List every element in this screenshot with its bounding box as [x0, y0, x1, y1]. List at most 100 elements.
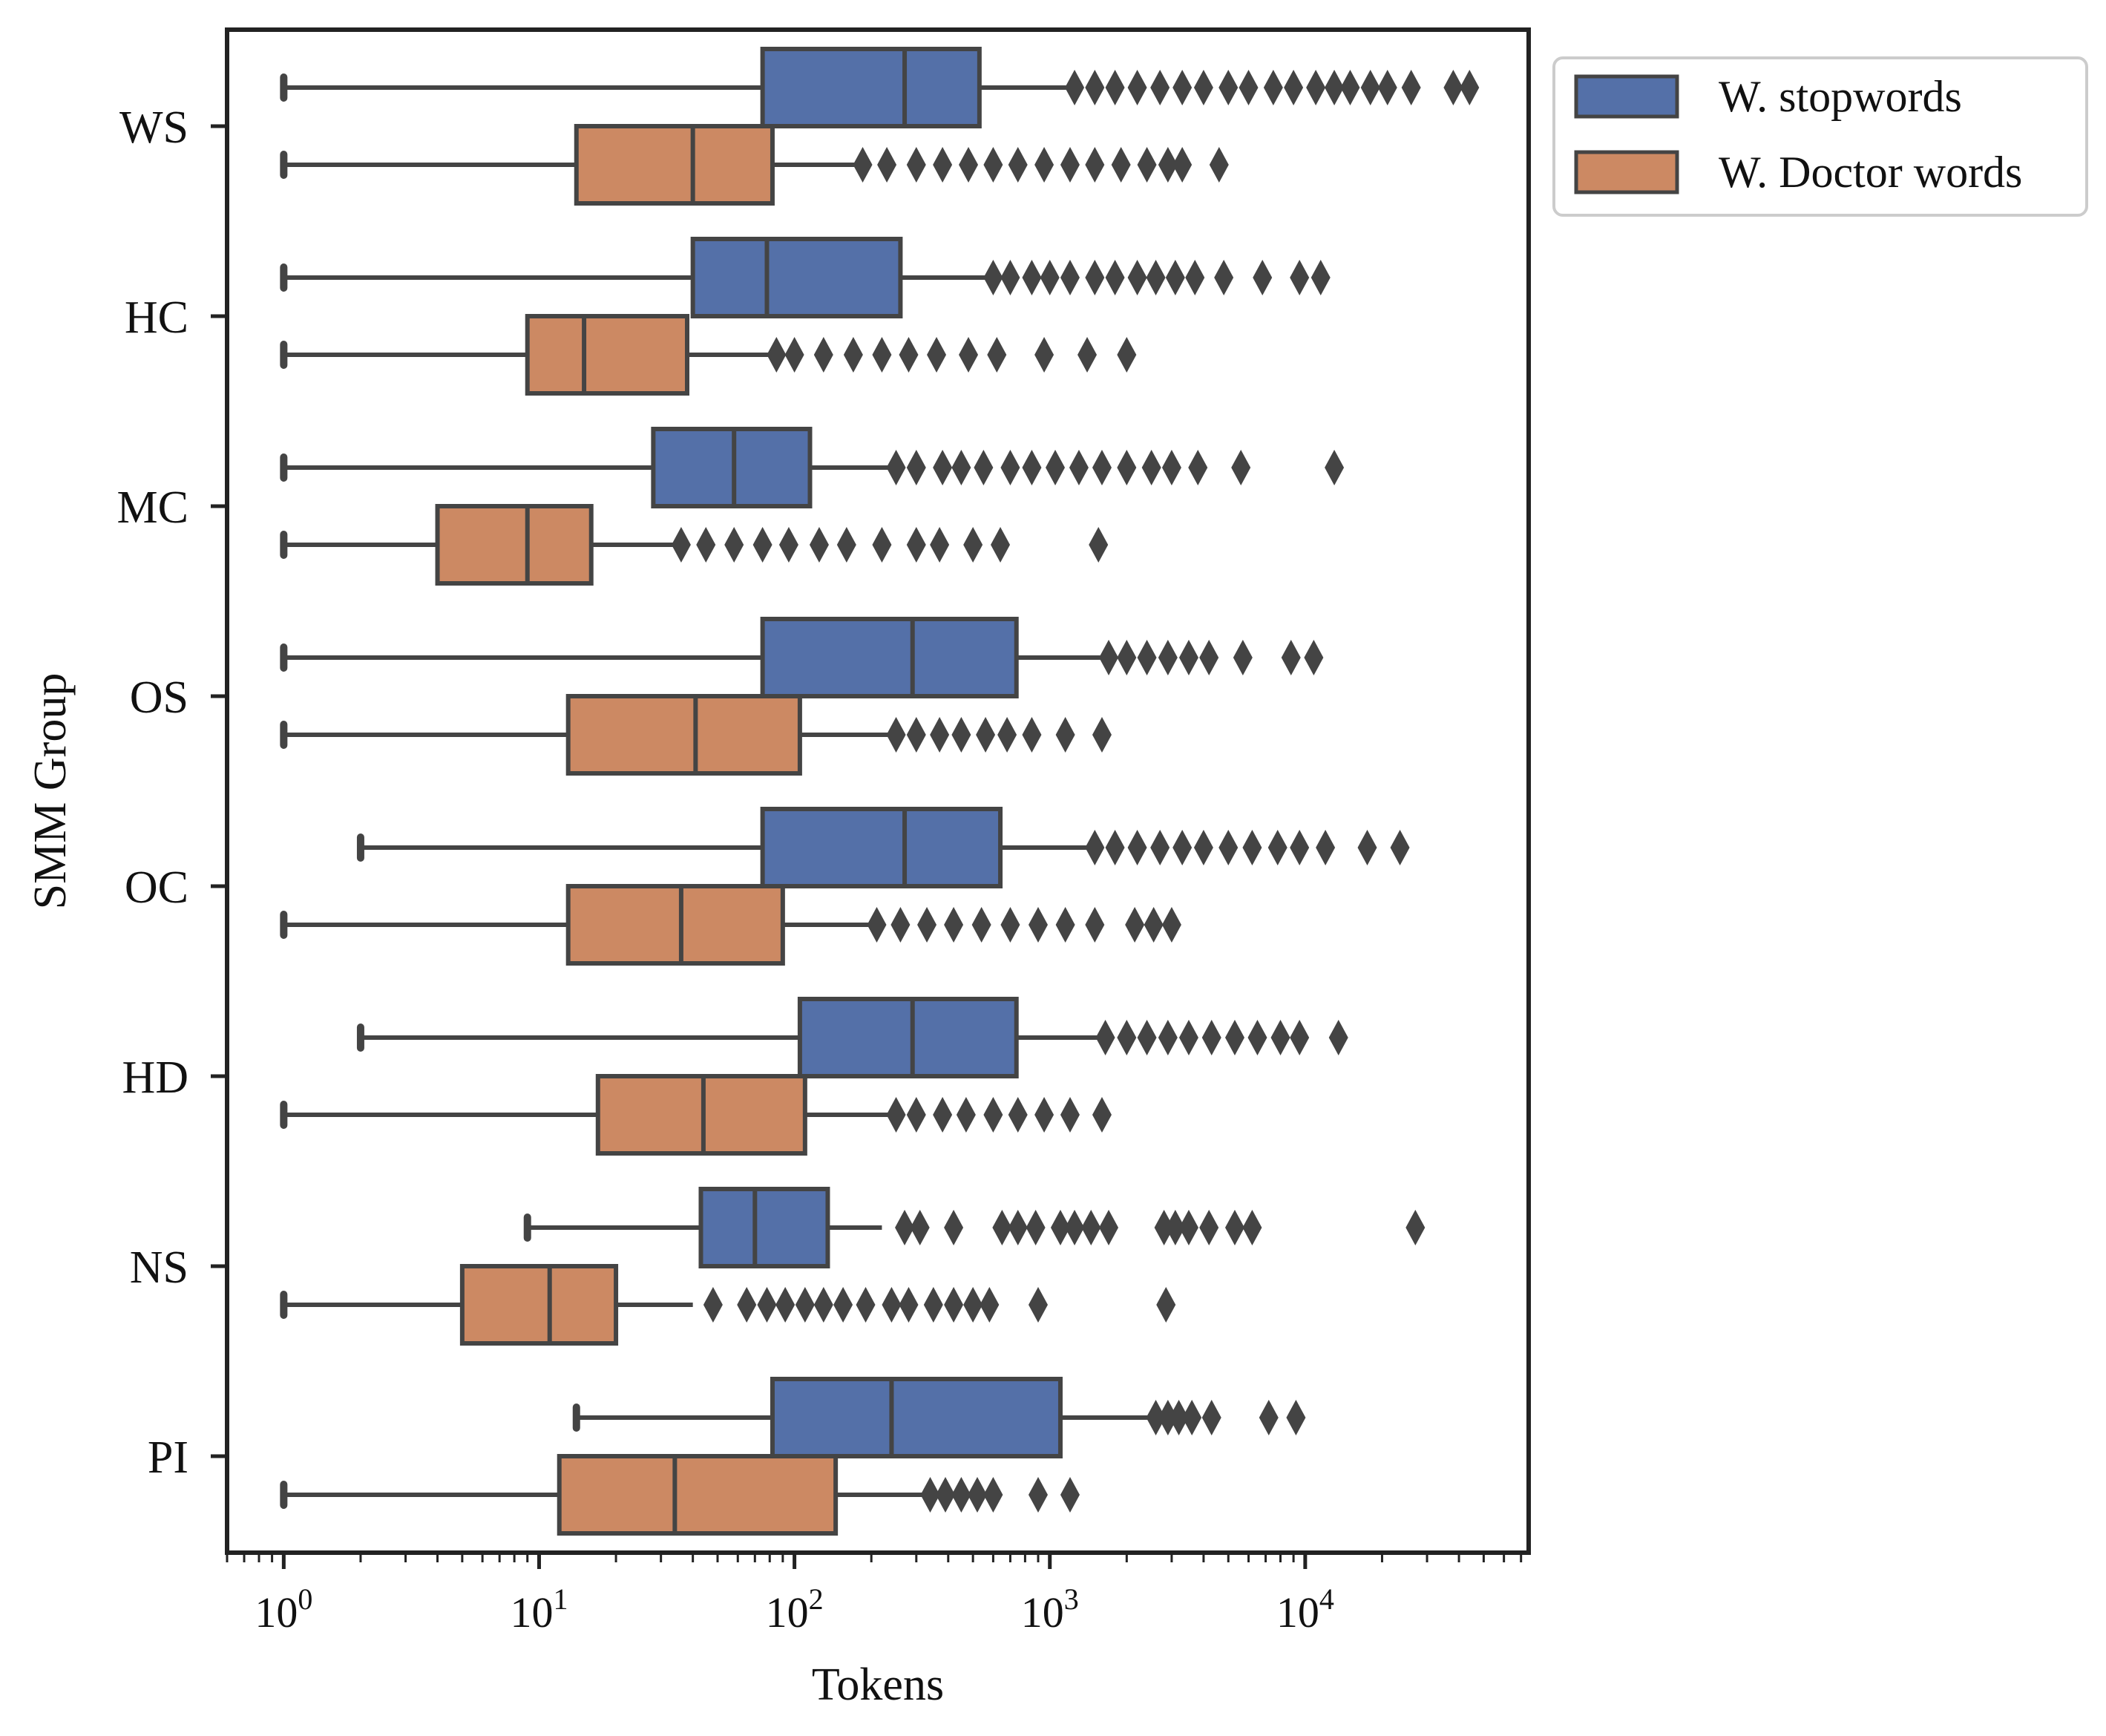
legend-swatch [1574, 74, 1679, 119]
ns-stopwords-outlier-marker [1099, 1210, 1119, 1245]
legend-swatch [1574, 150, 1679, 194]
mc-doctor-words-outlier-marker [671, 527, 691, 563]
hc-doctor-words-outlier-marker [1034, 337, 1054, 373]
ws-doctor-words-outlier-marker [1158, 147, 1178, 183]
hd-doctor-words-outlier-marker [933, 1097, 953, 1133]
hd-doctor-words-outlier-marker [1008, 1097, 1028, 1133]
os-doctor-words-outlier-marker [997, 717, 1017, 753]
hc-stopwords-box[interactable] [690, 237, 903, 318]
hd-stopwords-outlier-marker [1247, 1020, 1267, 1055]
mc-stopwords-outlier-marker [1325, 450, 1345, 485]
oc-doctor-words-box[interactable] [565, 884, 785, 966]
hd-stopwords-boxplot [356, 997, 1348, 1078]
pi-stopwords-box[interactable] [770, 1377, 1063, 1458]
pi-stopwords-outlier-marker [1169, 1400, 1189, 1435]
os-doctor-words-outlier-marker [886, 717, 906, 753]
os-doctor-words-outlier-marker [1092, 717, 1112, 753]
pi-stopwords-outlier-marker [1201, 1400, 1221, 1435]
legend[interactable]: W. stopwords W. Doctor words [1552, 56, 2088, 217]
os-stopwords-outlier-marker [1178, 640, 1198, 675]
os-stopwords-outlier-marker [1099, 640, 1119, 675]
ws-doctor-words-box[interactable] [574, 124, 775, 206]
ns-doctor-words-outlier-marker [944, 1287, 964, 1323]
hc-doctor-words-box[interactable] [525, 314, 689, 396]
legend-label: W. Doctor words [1719, 148, 2022, 197]
hd-doctor-words-outlier-marker [1034, 1097, 1054, 1133]
y-tick-label-ns: NS [130, 1242, 188, 1293]
ns-stopwords-outlier-marker [910, 1210, 930, 1245]
ws-doctor-words-outlier-marker [1085, 147, 1105, 183]
pi-doctor-words-boxplot [280, 1454, 1080, 1536]
ws-stopwords-outlier-marker [1401, 70, 1421, 105]
hc-stopwords-outlier-marker [1310, 260, 1331, 295]
axes: 100 101 102 103 104 WS HC MC OS OC HD NS PI [117, 27, 1531, 1637]
mc-stopwords-outlier-marker [1022, 450, 1042, 485]
oc-stopwords-outlier-marker [1316, 830, 1336, 865]
ns-stopwords-outlier-marker [1154, 1210, 1174, 1245]
hd-doctor-words-outlier-marker [1092, 1097, 1112, 1133]
mc-doctor-words-boxplot [280, 504, 1109, 586]
pi-stopwords-outlier-marker [1182, 1400, 1202, 1435]
ws-stopwords-outlier-marker [1340, 70, 1360, 105]
os-stopwords-box[interactable] [760, 617, 1019, 698]
legend-item-doctor-words[interactable]: W. Doctor words [1574, 148, 2022, 197]
ns-doctor-words-box[interactable] [459, 1264, 619, 1346]
oc-stopwords-outlier-marker [1150, 830, 1170, 865]
pi-stopwords-outlier-marker [1158, 1400, 1178, 1435]
mc-stopwords-outlier-marker [1046, 450, 1066, 485]
oc-doctor-words-outlier-marker [890, 907, 911, 943]
mc-stopwords-box[interactable] [651, 427, 813, 508]
mc-doctor-words-box[interactable] [435, 504, 594, 586]
hd-stopwords-box[interactable] [797, 997, 1019, 1078]
oc-doctor-words-boxplot [280, 884, 1181, 966]
hc-doctor-words-outlier-marker [843, 337, 863, 373]
hc-stopwords-outlier-marker [1165, 260, 1185, 295]
legend-label: W. stopwords [1719, 72, 1962, 121]
hd-stopwords-outlier-marker [1270, 1020, 1290, 1055]
legend-frame [1552, 56, 2088, 217]
x-tick-label: 101 [510, 1582, 568, 1637]
mc-doctor-words-outlier-marker [836, 527, 856, 563]
ws-stopwords-outlier-marker [1065, 70, 1085, 105]
ns-doctor-words-outlier-marker [882, 1287, 902, 1323]
hc-doctor-words-outlier-marker [927, 337, 947, 373]
oc-stopwords-outlier-marker [1267, 830, 1287, 865]
ws-stopwords-outlier-marker [1284, 70, 1304, 105]
ns-stopwords-outlier-marker [1224, 1210, 1244, 1245]
oc-stopwords-outlier-marker [1172, 830, 1193, 865]
oc-doctor-words-outlier-marker [1055, 907, 1075, 943]
hc-doctor-words-outlier-marker [767, 337, 787, 373]
ws-stopwords-outlier-marker [1172, 70, 1193, 105]
ns-doctor-words-outlier-marker [1028, 1287, 1048, 1323]
mc-doctor-words-outlier-marker [930, 527, 950, 563]
ns-stopwords-outlier-marker [1081, 1210, 1101, 1245]
mc-doctor-words-outlier-marker [963, 527, 983, 563]
hc-stopwords-outlier-marker [1290, 260, 1310, 295]
x-tick-label: 104 [1276, 1582, 1334, 1637]
ws-stopwords-box[interactable] [760, 47, 982, 128]
hc-stopwords-boxplot [280, 237, 1331, 318]
pi-stopwords-outlier-marker [1146, 1400, 1166, 1435]
oc-stopwords-outlier-marker [1242, 830, 1262, 865]
mc-stopwords-outlier-marker [1141, 450, 1161, 485]
hc-doctor-words-outlier-marker [987, 337, 1007, 373]
mc-doctor-words-outlier-marker [724, 527, 744, 563]
ns-stopwords-box[interactable] [698, 1187, 830, 1268]
ws-stopwords-outlier-marker [1085, 70, 1105, 105]
os-doctor-words-box[interactable] [565, 694, 802, 776]
ws-doctor-words-outlier-marker [1060, 147, 1080, 183]
hd-stopwords-outlier-marker [1290, 1020, 1310, 1055]
oc-stopwords-box[interactable] [760, 807, 1003, 888]
y-tick-label-hc: HC [125, 292, 188, 343]
hc-stopwords-outlier-marker [1214, 260, 1234, 295]
mc-stopwords-outlier-marker [974, 450, 994, 485]
ns-doctor-words-outlier-marker [923, 1287, 943, 1323]
legend-item-stopwords[interactable]: W. stopwords [1574, 72, 1962, 121]
oc-stopwords-outlier-marker [1290, 830, 1310, 865]
ws-stopwords-outlier-marker [1150, 70, 1170, 105]
mc-stopwords-outlier-marker [933, 450, 953, 485]
ws-doctor-words-outlier-marker [1209, 147, 1229, 183]
ws-doctor-words-outlier-marker [959, 147, 979, 183]
pi-doctor-words-box[interactable] [557, 1454, 839, 1536]
